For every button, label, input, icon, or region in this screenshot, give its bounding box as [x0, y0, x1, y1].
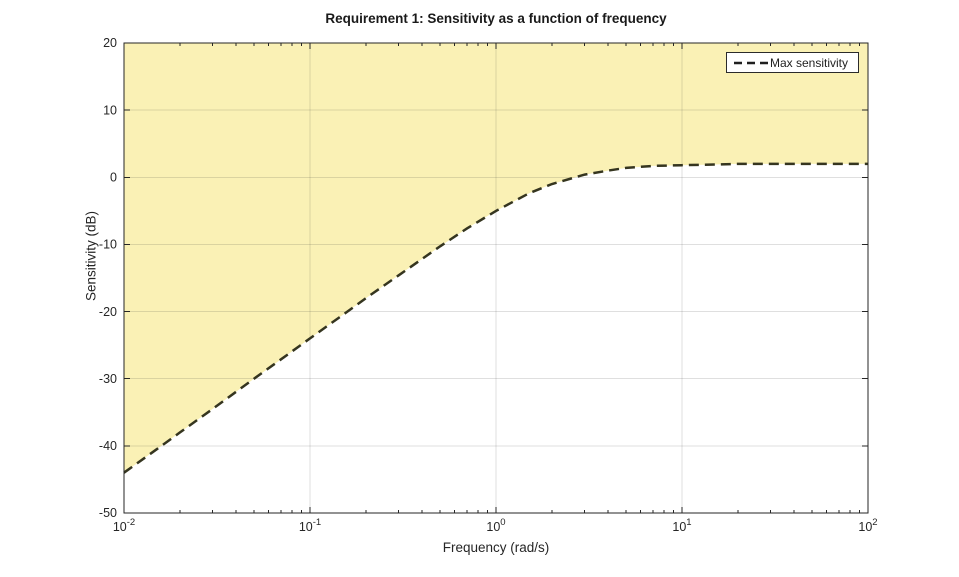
y-axis-label: Sensitivity (dB)	[83, 210, 99, 302]
bound-curve-layer	[123, 162, 868, 474]
max-sensitivity-violation-region	[124, 43, 868, 473]
y-tick-label: -10	[99, 238, 117, 252]
gridline-layer	[124, 43, 868, 513]
x-tick-label: 100	[486, 517, 505, 534]
y-tick-label: 20	[103, 36, 117, 50]
legend-line-sample-icon	[734, 61, 768, 64]
plot-title: Requirement 1: Sensitivity as a function…	[325, 11, 667, 26]
y-tick-label: -50	[99, 506, 117, 520]
legend[interactable]: Max sensitivity	[726, 52, 859, 73]
y-tick-label: 0	[110, 170, 117, 184]
y-tick-label: 10	[103, 103, 117, 117]
x-tick-label: 102	[858, 517, 877, 534]
legend-item-label: Max sensitivity	[770, 55, 849, 70]
x-tick-label: 10-2	[113, 517, 135, 534]
x-tick-label: 101	[672, 517, 691, 534]
y-tick-label: -40	[99, 439, 117, 453]
x-tick-label: 10-1	[299, 517, 321, 534]
y-tick-label: -20	[99, 305, 117, 319]
violation-region-layer	[124, 43, 868, 473]
max-sensitivity-bound-line	[123, 162, 868, 474]
tick-layer	[123, 42, 869, 514]
x-axis-label: Frequency (rad/s)	[442, 540, 550, 555]
y-tick-label: -30	[99, 372, 117, 386]
